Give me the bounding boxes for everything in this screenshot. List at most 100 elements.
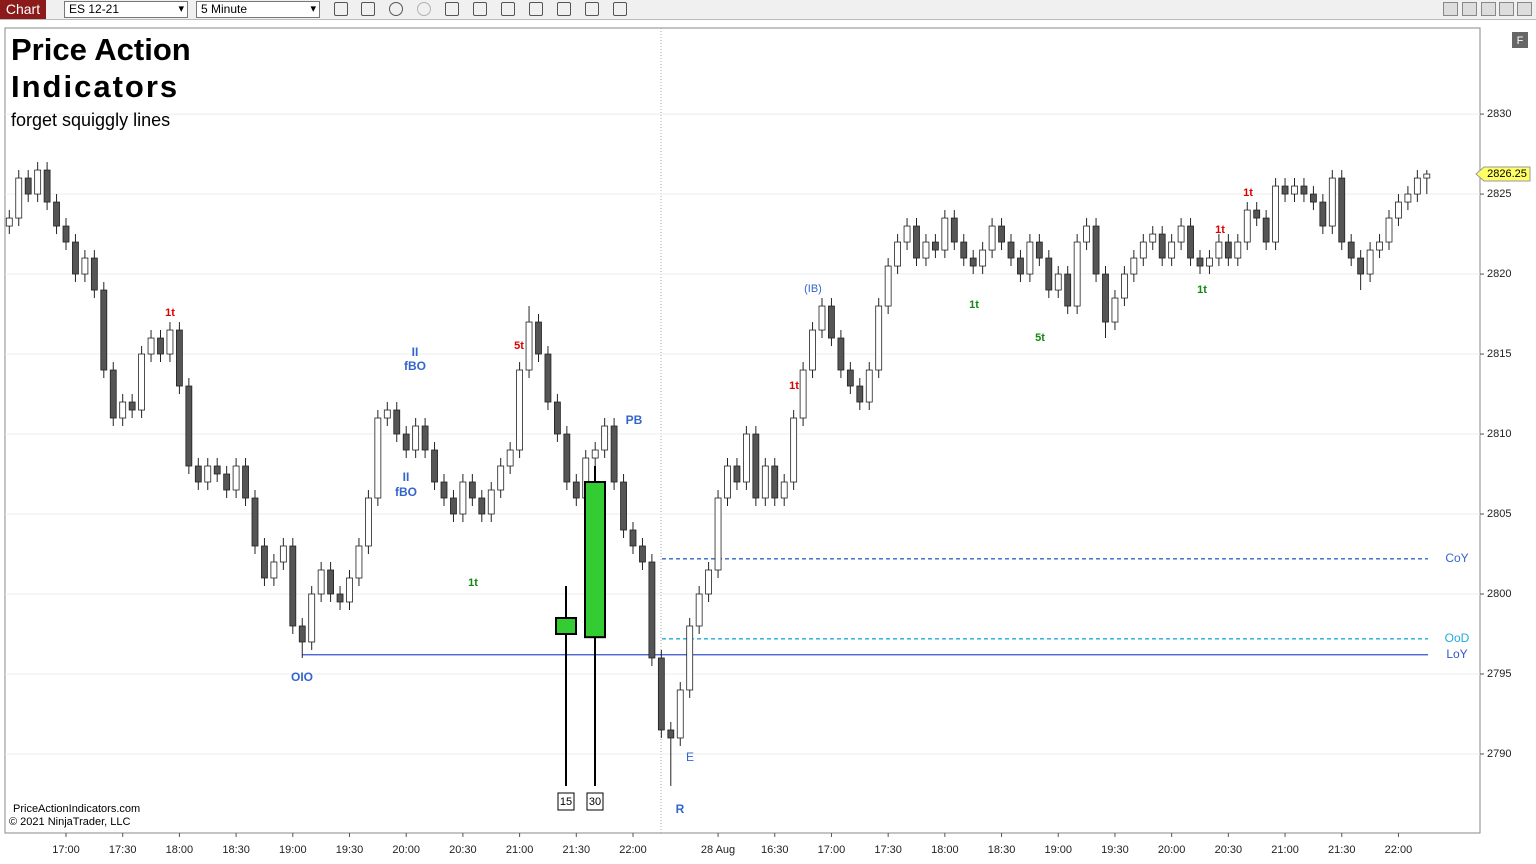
annotation: II bbox=[403, 470, 410, 484]
candle-body bbox=[894, 241, 901, 267]
x-tick-label: 21:30 bbox=[563, 844, 591, 856]
candle-body bbox=[1404, 193, 1412, 203]
candle-body bbox=[119, 401, 127, 419]
instrument-select[interactable]: ES 12-21 bbox=[64, 1, 188, 18]
x-tick-label: 19:30 bbox=[336, 844, 364, 856]
strategies[interactable] bbox=[557, 2, 571, 16]
templates[interactable] bbox=[585, 2, 599, 16]
window-button[interactable] bbox=[1462, 2, 1477, 16]
restore[interactable] bbox=[1499, 2, 1514, 16]
f-button[interactable] bbox=[1512, 32, 1528, 48]
annotation: 1t bbox=[468, 577, 478, 589]
candle-body bbox=[1347, 241, 1355, 259]
annotation: E bbox=[686, 750, 694, 764]
htf-body bbox=[584, 481, 606, 639]
list[interactable] bbox=[613, 2, 627, 16]
candle-body bbox=[752, 433, 760, 499]
candle-body bbox=[960, 241, 968, 259]
zoom-in[interactable] bbox=[389, 2, 403, 16]
candle-body bbox=[1413, 177, 1421, 195]
candle-body bbox=[1083, 225, 1090, 243]
candle-body bbox=[270, 561, 278, 579]
annotation: 1t bbox=[165, 307, 175, 319]
properties[interactable] bbox=[501, 2, 515, 16]
candle-body bbox=[355, 545, 363, 579]
candle-body bbox=[1224, 241, 1232, 259]
level-label: OoD bbox=[1445, 631, 1470, 645]
x-tick-label: 17:00 bbox=[818, 844, 846, 856]
candle-body bbox=[1366, 249, 1374, 275]
annotation: OIO bbox=[291, 670, 313, 684]
bars-tool[interactable] bbox=[334, 2, 348, 16]
candle-body bbox=[657, 657, 665, 731]
candle-body bbox=[204, 465, 212, 483]
candle-body bbox=[922, 241, 930, 259]
window-button[interactable] bbox=[1443, 2, 1458, 16]
x-tick-label: 19:30 bbox=[1101, 844, 1129, 856]
candle-body bbox=[1262, 217, 1270, 243]
candle-body bbox=[194, 465, 202, 483]
level-label: CoY bbox=[1445, 551, 1468, 565]
annotation: R bbox=[676, 802, 685, 816]
candle-body bbox=[1187, 225, 1194, 259]
candle-body bbox=[1300, 185, 1308, 195]
candle-body bbox=[383, 409, 391, 419]
candle-body bbox=[1092, 225, 1100, 275]
x-tick-label: 20:30 bbox=[449, 844, 477, 856]
candle-body bbox=[1073, 241, 1081, 307]
data-box[interactable] bbox=[473, 2, 487, 16]
annotation: 1t bbox=[1215, 224, 1225, 236]
htf-label-box bbox=[557, 792, 575, 811]
interval-select[interactable]: 5 Minute bbox=[196, 1, 320, 18]
candle-body bbox=[317, 569, 325, 595]
candle-body bbox=[1291, 185, 1298, 195]
candle-body bbox=[554, 401, 561, 435]
annotation: fBO bbox=[404, 359, 426, 373]
minimize[interactable] bbox=[1481, 2, 1496, 16]
x-tick-label: 28 Aug bbox=[701, 844, 735, 856]
chart-button[interactable]: Chart bbox=[0, 0, 46, 19]
crosshair[interactable] bbox=[445, 2, 459, 16]
candle-body bbox=[81, 257, 89, 275]
candle-body bbox=[1243, 209, 1251, 243]
zoom-out[interactable] bbox=[417, 2, 431, 16]
close[interactable] bbox=[1517, 2, 1532, 16]
website: PriceActionIndicators.com bbox=[13, 803, 141, 815]
candle-body bbox=[714, 497, 722, 571]
candle-body bbox=[24, 177, 32, 195]
x-tick-label: 19:00 bbox=[279, 844, 307, 856]
candle-body bbox=[1139, 241, 1147, 259]
candle-body bbox=[251, 497, 259, 547]
candle-body bbox=[676, 689, 684, 739]
candle-body bbox=[988, 225, 996, 251]
draw-tool[interactable] bbox=[361, 2, 375, 16]
candle-body bbox=[1385, 217, 1393, 243]
candle-body bbox=[1328, 177, 1336, 227]
candle-body bbox=[223, 473, 231, 491]
candle-body bbox=[903, 225, 911, 243]
candle-body bbox=[846, 369, 854, 387]
candle-body bbox=[1281, 185, 1289, 195]
candle-body bbox=[695, 593, 703, 627]
candle-body bbox=[166, 329, 174, 355]
candle-body bbox=[1395, 201, 1402, 219]
candle-body bbox=[1338, 177, 1346, 243]
candle-body bbox=[1177, 225, 1185, 243]
candle-body bbox=[648, 561, 656, 659]
candle-body bbox=[1017, 257, 1024, 275]
y-tick-label: 2825 bbox=[1487, 188, 1511, 200]
candle-body bbox=[138, 353, 146, 411]
indicators[interactable] bbox=[529, 2, 543, 16]
candle-body bbox=[1310, 193, 1317, 203]
htf-label: 30 bbox=[589, 796, 601, 808]
candle-body bbox=[724, 465, 731, 499]
candle-body bbox=[213, 465, 221, 475]
annotation: 1t bbox=[969, 299, 979, 311]
candle-body bbox=[743, 433, 750, 483]
candle-body bbox=[242, 465, 249, 499]
candle-body bbox=[402, 433, 410, 451]
candle-body bbox=[43, 169, 51, 203]
candle-body bbox=[421, 425, 429, 451]
candle-body bbox=[1423, 173, 1431, 179]
annotation: (IB) bbox=[804, 283, 822, 295]
